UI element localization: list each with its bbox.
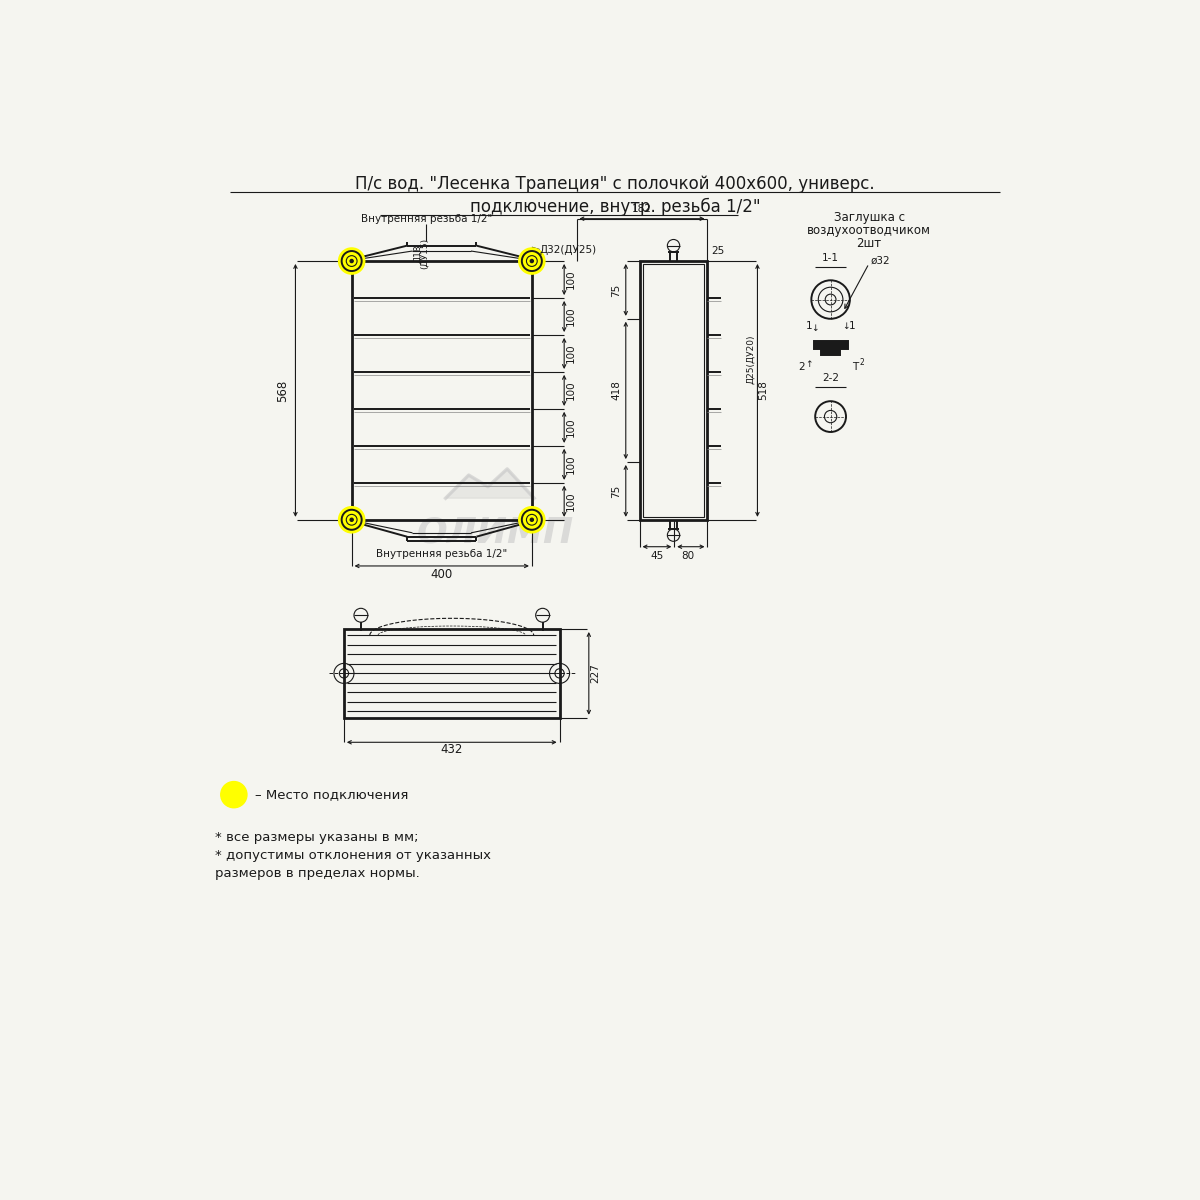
Bar [643, 264, 704, 517]
Text: 75: 75 [611, 485, 622, 498]
Text: 418: 418 [611, 380, 622, 401]
Text: 100: 100 [565, 418, 575, 437]
Text: П/с вод. "Лесенка Трапеция" с полочкой 400х600, универс.: П/с вод. "Лесенка Трапеция" с полочкой 4… [355, 175, 875, 193]
Text: 100: 100 [565, 380, 575, 401]
Bar [344, 629, 559, 718]
Text: ↑: ↑ [805, 360, 812, 370]
Text: 100: 100 [565, 343, 575, 364]
Text: 100: 100 [565, 307, 575, 326]
Circle shape [530, 259, 533, 263]
Text: 45: 45 [650, 551, 664, 560]
Circle shape [350, 259, 353, 263]
Circle shape [338, 248, 365, 274]
Text: подключение, внутр. резьба 1/2": подключение, внутр. резьба 1/2" [469, 198, 761, 216]
Circle shape [518, 506, 545, 533]
Circle shape [338, 506, 365, 533]
Text: 80: 80 [680, 551, 694, 560]
Text: Внутренняя резьба 1/2": Внутренняя резьба 1/2" [361, 214, 492, 224]
Text: * все размеры указаны в мм;: * все размеры указаны в мм; [215, 830, 418, 844]
Bar [814, 341, 847, 349]
Text: воздухоотводчиком: воздухоотводчиком [808, 223, 931, 236]
Text: ø32: ø32 [871, 256, 890, 266]
Text: 518: 518 [758, 380, 769, 401]
Text: * допустимы отклонения от указанных: * допустимы отклонения от указанных [215, 848, 491, 862]
Text: 227: 227 [590, 664, 600, 683]
Text: 1: 1 [848, 322, 856, 331]
Text: Заглушка с: Заглушка с [834, 211, 905, 223]
Text: 75: 75 [611, 283, 622, 296]
Text: 25: 25 [712, 246, 725, 257]
Circle shape [221, 781, 247, 808]
Bar [640, 262, 708, 520]
Text: 182: 182 [632, 204, 652, 214]
Text: T: T [852, 361, 858, 372]
Text: ↓: ↓ [842, 322, 850, 331]
Text: 2: 2 [798, 361, 805, 372]
Text: 400: 400 [431, 568, 452, 581]
Circle shape [350, 518, 353, 521]
Circle shape [518, 248, 545, 274]
Text: (ДУ15): (ДУ15) [420, 238, 428, 269]
Circle shape [530, 518, 533, 521]
Text: 100: 100 [565, 455, 575, 474]
Text: Д18: Д18 [413, 244, 422, 263]
Text: ↓: ↓ [811, 324, 818, 334]
Polygon shape [445, 469, 534, 498]
Text: Д32(ДУ25): Д32(ДУ25) [540, 245, 596, 254]
Text: Внутренняя резьба 1/2": Внутренняя резьба 1/2" [376, 550, 508, 559]
Text: 2: 2 [859, 358, 864, 366]
Text: ОЛИМП: ОЛИМП [418, 515, 575, 550]
Text: 432: 432 [440, 744, 463, 756]
Text: 568: 568 [276, 379, 289, 402]
Text: 2-2: 2-2 [822, 373, 839, 384]
Text: – Место подключения: – Место подключения [256, 788, 409, 802]
Text: 1-1: 1-1 [822, 253, 839, 263]
Text: Д25(ДУ20): Д25(ДУ20) [746, 335, 755, 384]
Text: 2шт: 2шт [857, 236, 882, 250]
Text: размеров в пределах нормы.: размеров в пределах нормы. [215, 868, 419, 881]
Text: 100: 100 [565, 492, 575, 511]
Text: 100: 100 [565, 270, 575, 289]
Text: 1: 1 [805, 322, 812, 331]
Bar [821, 349, 840, 355]
